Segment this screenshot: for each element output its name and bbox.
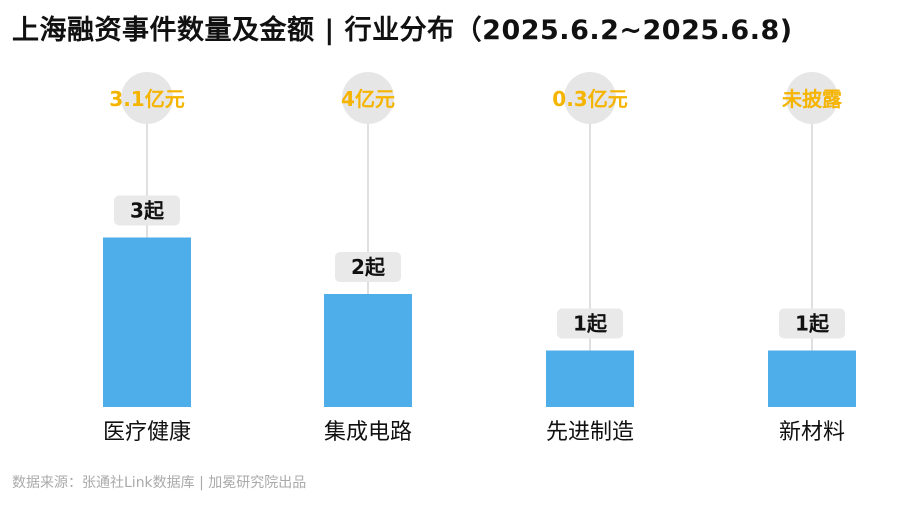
count-label: 1起 bbox=[573, 312, 608, 336]
category-label: 先进制造 bbox=[546, 420, 634, 445]
count-label: 2起 bbox=[351, 255, 386, 279]
count-label: 1起 bbox=[795, 312, 830, 336]
amount-label: 4亿元 bbox=[341, 87, 395, 111]
bar bbox=[768, 350, 856, 407]
category-label: 医疗健康 bbox=[103, 420, 191, 445]
amount-label: 未披露 bbox=[782, 87, 843, 111]
count-label: 3起 bbox=[130, 199, 165, 223]
count-badge bbox=[557, 308, 623, 339]
count-badge bbox=[779, 308, 845, 339]
chart-title: 上海融资事件数量及金额 | 行业分布（2025.6.2~2025.6.8) bbox=[12, 15, 793, 46]
amount-circle bbox=[121, 72, 173, 124]
count-badge bbox=[114, 195, 180, 226]
amount-label: 3.1亿元 bbox=[109, 87, 184, 111]
bar bbox=[103, 237, 191, 407]
amount-circle bbox=[786, 72, 838, 124]
source-note: 数据来源：张通社Link数据库 | 加冕研究院出品 bbox=[12, 475, 307, 491]
amount-circle bbox=[564, 72, 616, 124]
category-label: 新材料 bbox=[779, 420, 845, 445]
bar bbox=[324, 294, 412, 407]
bar bbox=[546, 350, 634, 407]
amount-label: 0.3亿元 bbox=[552, 87, 627, 111]
count-badge bbox=[335, 252, 401, 282]
amount-circle bbox=[342, 72, 394, 124]
category-label: 集成电路 bbox=[324, 420, 412, 445]
